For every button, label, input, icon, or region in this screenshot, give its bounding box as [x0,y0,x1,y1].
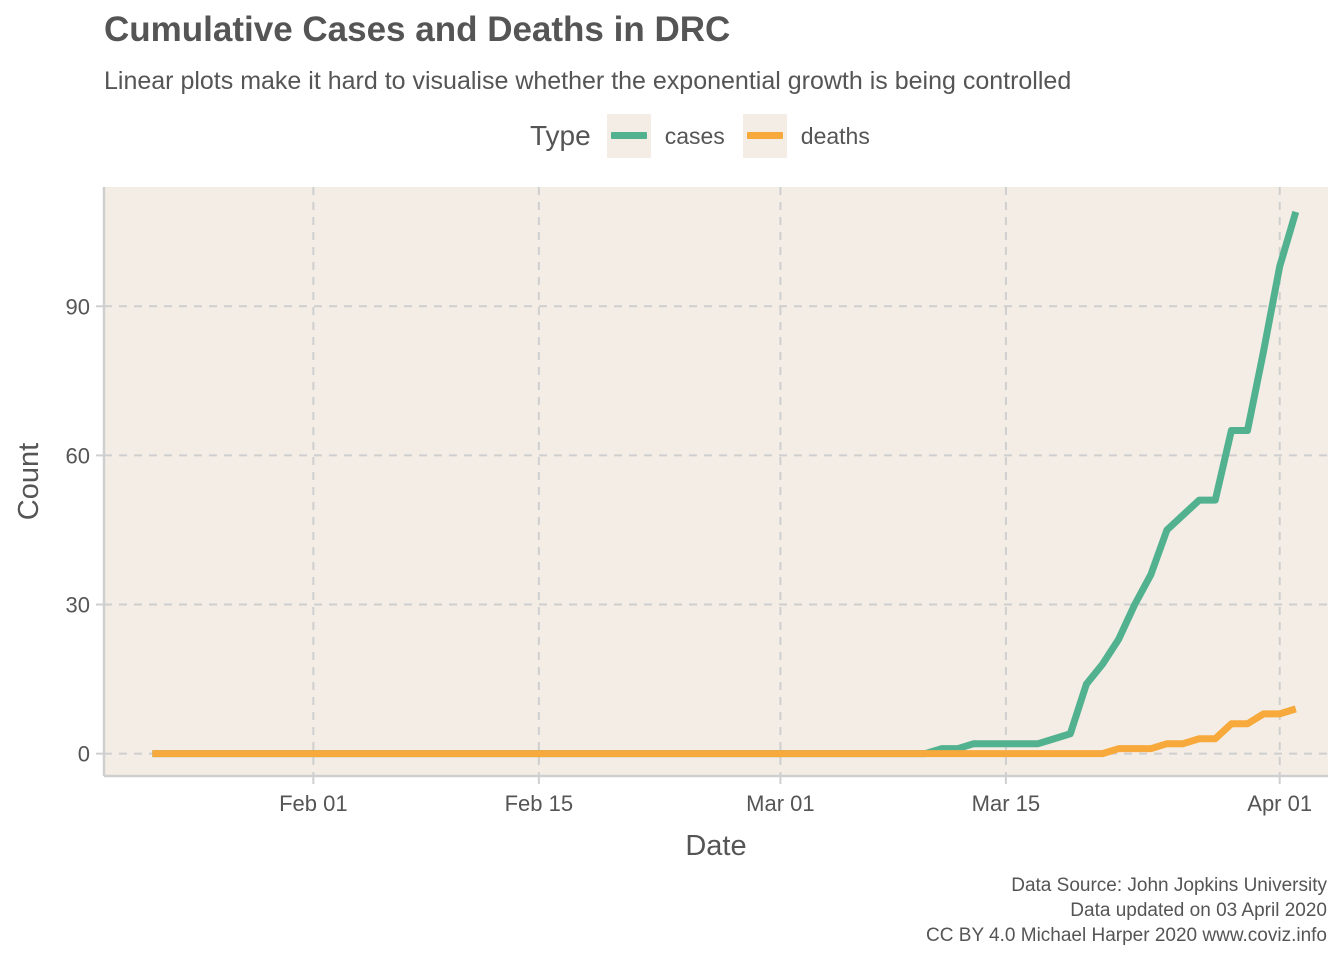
caption-updated: Data updated on 03 April 2020 [1070,900,1327,921]
x-tick-label: Feb 01 [279,791,348,816]
y-tick-label: 0 [78,742,90,767]
y-tick-label: 30 [66,593,90,618]
x-tick-label: Apr 01 [1247,791,1312,816]
legend-key-deaths [742,114,787,158]
legend-swatch-deaths [746,132,783,139]
x-axis-label: Date [685,830,746,862]
legend-key-cases [606,114,651,158]
caption-license: CC BY 4.0 Michael Harper 2020 www.coviz.… [926,925,1327,946]
legend-title: Type [530,120,591,151]
legend: Type cases deaths [530,114,888,158]
series-lines [152,210,1300,758]
gridlines [104,187,1328,776]
plot-panel [104,187,1328,776]
chart-title: Cumulative Cases and Deaths in DRC [104,10,731,49]
axes: 0 30 60 90 Feb 01 Feb 15 Mar 01 Mar 15 Apr 01 [66,187,1328,816]
x-tick-label: Mar 15 [972,791,1040,816]
y-axis-label: Count [13,443,45,520]
x-tick-label: Feb 15 [505,791,574,816]
y-tick-label: 60 [66,443,90,468]
x-tick-label: Mar 01 [746,791,814,816]
chart-subtitle: Linear plots make it hard to visualise w… [104,67,1072,95]
caption-source: Data Source: John Jopkins University [1011,875,1327,896]
legend-swatch-cases [610,132,647,139]
caption: Data Source: John Jopkins University Dat… [926,873,1327,948]
legend-label-deaths: deaths [800,122,870,149]
axis-labels: Date Count [13,443,747,862]
y-tick-label: 90 [66,294,90,319]
legend-label-cases: cases [664,122,725,149]
series-line-deaths [152,705,1297,758]
